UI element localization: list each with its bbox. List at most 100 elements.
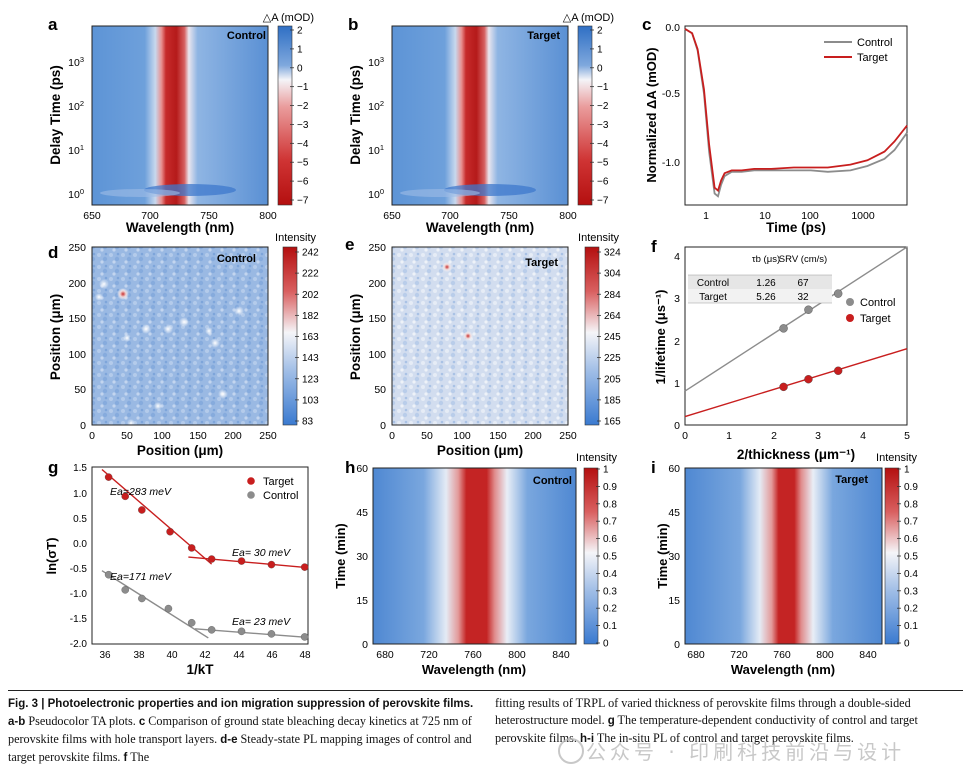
colorbar-tick-label: 0.2	[904, 604, 918, 615]
watermark: 公众号 · 印刷科技前沿与设计	[558, 736, 905, 765]
y-tick: 0	[674, 639, 680, 651]
y-tick: 30	[668, 551, 680, 563]
caption-text: fitting results of TRPL of varied thickn…	[495, 696, 911, 727]
panel-label: Target	[527, 30, 560, 42]
x-tick: 40	[166, 650, 178, 661]
plot-f-series	[684, 246, 908, 418]
y-axis-label: 1/lifetime (μs⁻¹)	[653, 290, 668, 385]
x-axis-label: 2/thickness (μm⁻¹)	[737, 447, 855, 462]
data-point	[207, 555, 216, 563]
y-tick: 102	[368, 99, 384, 113]
colorbar-title: Intensity	[275, 232, 316, 244]
colorbar-tick-label: 1	[603, 465, 609, 476]
colorbar-tick-label: 1	[904, 465, 910, 476]
data-point	[104, 473, 113, 481]
colorbar-tick-label: 225	[604, 353, 621, 364]
colorbar-ticks: 1 0.9 0.8 0.7 0.6 0.5 0.4 0.3 0.2 0.1 0	[596, 465, 617, 650]
y-axis-label: Normalized ΔA (mOD)	[644, 47, 659, 182]
x-tick: 100	[153, 430, 171, 442]
caption-ref: d-e	[220, 734, 238, 746]
x-axis-label: Wavelength (nm)	[126, 220, 234, 235]
x-tick: 680	[687, 649, 705, 661]
colorbar-tick-label: −3	[297, 120, 309, 131]
y-tick: 1.0	[73, 489, 87, 500]
panel-letter: a	[48, 15, 58, 34]
plot-c-series	[684, 28, 908, 198]
y-tick: 100	[68, 349, 86, 361]
panel-d: d Control 0 50 100 150 200 250	[48, 232, 319, 458]
panel-c: c 0.0 -0.5 -1.0 1 10 100 1000 Time (ps) …	[642, 15, 908, 235]
x-tick: 150	[189, 430, 207, 442]
colorbar-tick-label: 103	[302, 395, 319, 406]
panel-label: Target	[835, 474, 868, 486]
y-tick: 1.5	[73, 463, 87, 474]
y-axis-label: Position (μm)	[348, 294, 363, 380]
x-tick: 750	[200, 210, 218, 222]
x-tick: 800	[559, 210, 577, 222]
colorbar-tick-label: 83	[302, 417, 314, 428]
data-point	[138, 506, 146, 514]
x-tick: 700	[441, 210, 459, 222]
data-point	[833, 366, 843, 375]
colorbar-tick-label: 185	[604, 395, 621, 406]
colorbar-ticks: 2 1 0 −1 −2 −3 −4 −5 −6 −7	[590, 26, 609, 207]
panel-letter: f	[651, 237, 657, 256]
data-point	[267, 560, 276, 569]
panel-h: h Control 680 720 760 800 840 60 45 30 1…	[333, 452, 617, 677]
annotation: Ea= 30 meV	[232, 547, 291, 559]
colorbar-tick-label: 0.5	[904, 552, 918, 563]
panel-letter: e	[345, 235, 354, 254]
y-tick: -0.5	[662, 88, 680, 100]
table-header: SRV (cm/s)	[779, 254, 827, 265]
pl-hotspots	[95, 279, 244, 427]
caption-text: The in-situ PL of control and target per…	[594, 731, 854, 745]
colorbar-tick-label: 222	[302, 269, 319, 280]
colorbar-tick-label: 0.7	[603, 517, 617, 528]
colorbar-tick-label: −1	[597, 82, 609, 93]
y-tick: 150	[368, 313, 386, 325]
colorbar-tick-label: 324	[604, 248, 621, 259]
colorbar	[884, 467, 900, 645]
legend-item: Target	[263, 476, 294, 488]
x-tick: 1	[703, 210, 709, 222]
x-tick: 0	[682, 430, 688, 442]
y-axis-label: Position (μm)	[48, 294, 63, 380]
colorbar-tick-label: 202	[302, 290, 319, 301]
legend-marker	[846, 314, 854, 322]
ta-heatmap	[392, 26, 568, 205]
y-tick: 101	[368, 143, 384, 157]
x-tick: 720	[730, 649, 748, 661]
colorbar-tick-label: −4	[297, 139, 309, 150]
x-tick: 650	[383, 210, 401, 222]
colorbar-tick-label: 264	[604, 311, 621, 322]
colorbar-tick-label: −6	[597, 177, 609, 188]
colorbar-tick-label: 0.8	[904, 499, 918, 510]
colorbar-tick-label: 0.1	[603, 621, 617, 632]
colorbar-tick-label: 123	[302, 374, 319, 385]
x-tick: 760	[464, 649, 482, 661]
y-tick: -1.0	[70, 589, 88, 600]
panel-e: e Target 0 50 100 150 200 250 0 50 100 1…	[345, 232, 621, 458]
y-tick: 101	[68, 143, 84, 157]
caption-ref: a	[8, 716, 15, 728]
x-tick: 150	[489, 430, 507, 442]
in-situ-heatmap	[685, 468, 882, 644]
x-tick: 720	[420, 649, 438, 661]
x-tick: 1000	[851, 210, 875, 222]
caption-text: The temperature-dependent conductivity o…	[495, 713, 918, 745]
data-point	[237, 627, 246, 636]
y-axis-label: Delay Time (ps)	[48, 65, 63, 165]
x-axis-label: 1/kT	[186, 662, 214, 677]
x-tick: 42	[199, 650, 211, 661]
colorbar-tick-label: −3	[597, 120, 609, 131]
data-point	[779, 324, 788, 333]
pl-map	[392, 247, 568, 425]
x-tick: 38	[133, 650, 145, 661]
x-tick: 840	[859, 649, 877, 661]
colorbar-tick-label: 0.4	[603, 569, 617, 580]
y-tick: 45	[668, 507, 680, 519]
table-cell: 5.26	[756, 292, 776, 303]
caption-ref: c	[138, 716, 146, 728]
colorbar-ticks: 242 222 202 182 163 143 123 103 83	[295, 248, 319, 428]
data-point	[121, 586, 129, 594]
